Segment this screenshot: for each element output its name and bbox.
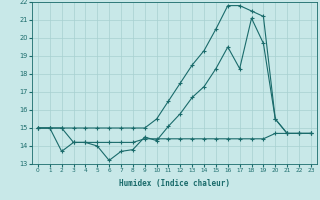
- X-axis label: Humidex (Indice chaleur): Humidex (Indice chaleur): [119, 179, 230, 188]
